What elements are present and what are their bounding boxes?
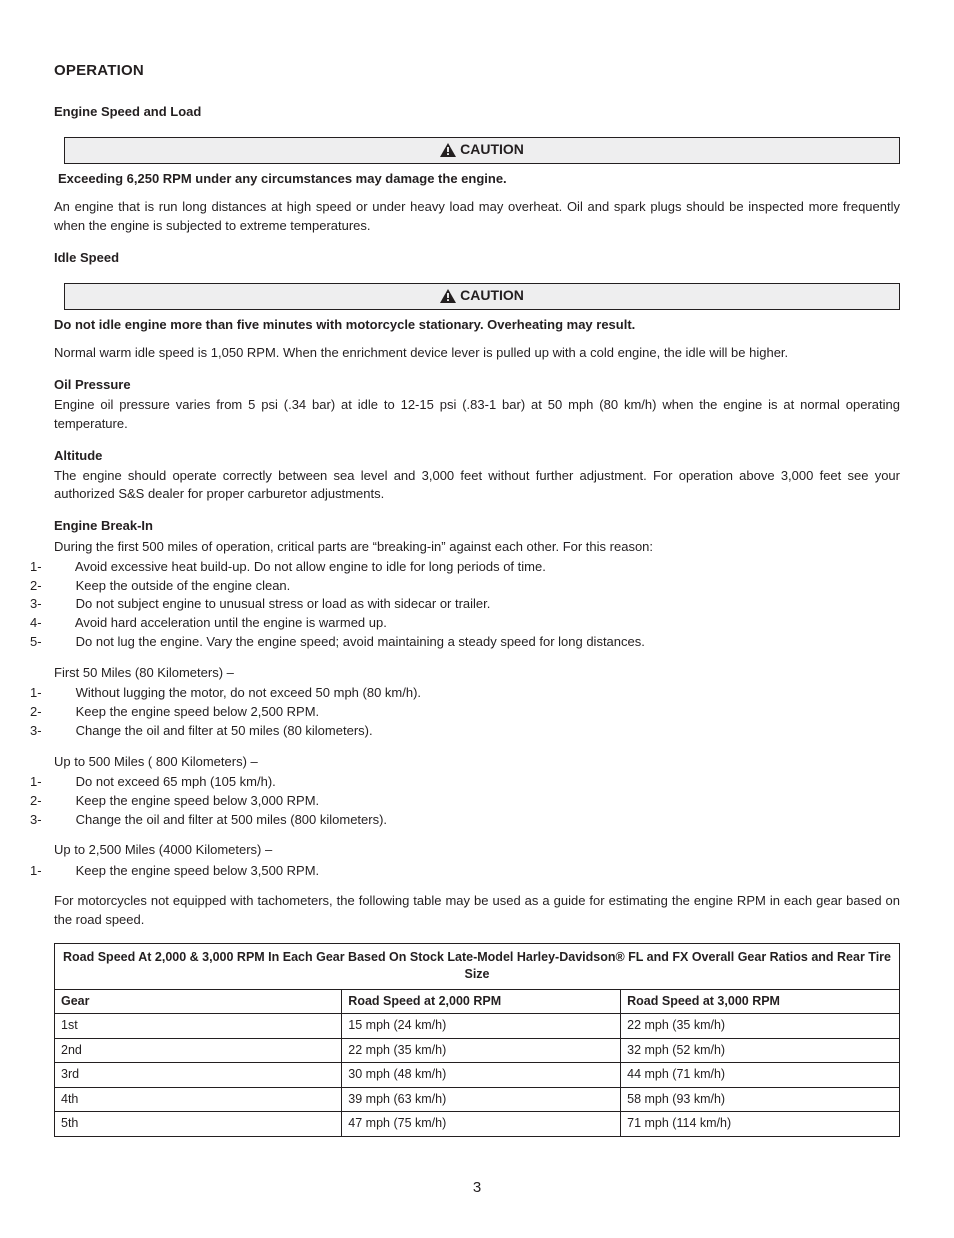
table-row: 2nd22 mph (35 km/h)32 mph (52 km/h) [55,1038,900,1063]
warning-icon [440,143,456,157]
caution-label: CAUTION [460,286,524,306]
caution-box-2: CAUTION [64,283,900,310]
list-item: 1- Do not exceed 65 mph (105 km/h). [54,773,900,792]
list-item: 3- Do not subject engine to unusual stre… [54,595,900,614]
caution-label: CAUTION [460,140,524,160]
heading-altitude: Altitude [54,447,900,465]
break-in-list-main: 1- Avoid excessive heat build-up. Do not… [54,558,900,652]
warn-idle: Do not idle engine more than five minute… [54,316,900,334]
table-cell: 30 mph (48 km/h) [342,1063,621,1088]
sub1-title: First 50 Miles (80 Kilometers) – [54,664,900,682]
break-in-outro: For motorcycles not equipped with tachom… [54,892,900,928]
list-item: 3- Change the oil and filter at 50 miles… [54,722,900,741]
table-cell: 22 mph (35 km/h) [621,1014,900,1039]
body-altitude: The engine should operate correctly betw… [54,467,900,503]
list-item: 4- Avoid hard acceleration until the eng… [54,614,900,633]
list-item: 1- Without lugging the motor, do not exc… [54,684,900,703]
warn-rpm-limit: Exceeding 6,250 RPM under any circumstan… [54,170,900,188]
break-in-list-2500mi: 1- Keep the engine speed below 3,500 RPM… [54,862,900,881]
break-in-intro: During the first 500 miles of operation,… [54,538,900,556]
list-item: 3- Change the oil and filter at 500 mile… [54,811,900,830]
table-row: 4th39 mph (63 km/h)58 mph (93 km/h) [55,1087,900,1112]
table-row: 1st15 mph (24 km/h)22 mph (35 km/h) [55,1014,900,1039]
heading-idle-speed: Idle Speed [54,249,900,267]
heading-engine-speed-load: Engine Speed and Load [54,103,900,121]
table-row: 3rd30 mph (48 km/h)44 mph (71 km/h) [55,1063,900,1088]
table-cell: 47 mph (75 km/h) [342,1112,621,1137]
table-cell: 58 mph (93 km/h) [621,1087,900,1112]
page-number: 3 [54,1177,900,1198]
table-cell: 22 mph (35 km/h) [342,1038,621,1063]
list-item: 2- Keep the engine speed below 2,500 RPM… [54,703,900,722]
table-col-2000rpm: Road Speed at 2,000 RPM [342,989,621,1014]
table-col-3000rpm: Road Speed at 3,000 RPM [621,989,900,1014]
table-cell: 39 mph (63 km/h) [342,1087,621,1112]
page-title: OPERATION [54,60,900,81]
list-item: 1- Avoid excessive heat build-up. Do not… [54,558,900,577]
body-idle-speed: Normal warm idle speed is 1,050 RPM. Whe… [54,344,900,362]
warning-icon [440,289,456,303]
table-caption: Road Speed At 2,000 & 3,000 RPM In Each … [55,943,900,989]
sub3-title: Up to 2,500 Miles (4000 Kilometers) – [54,841,900,859]
table-col-gear: Gear [55,989,342,1014]
heading-oil-pressure: Oil Pressure [54,376,900,394]
table-cell: 71 mph (114 km/h) [621,1112,900,1137]
list-item: 1- Keep the engine speed below 3,500 RPM… [54,862,900,881]
sub2-title: Up to 500 Miles ( 800 Kilometers) – [54,753,900,771]
table-cell: 32 mph (52 km/h) [621,1038,900,1063]
break-in-list-500mi: 1- Do not exceed 65 mph (105 km/h).2- Ke… [54,773,900,830]
table-cell: 1st [55,1014,342,1039]
table-cell: 44 mph (71 km/h) [621,1063,900,1088]
list-item: 5- Do not lug the engine. Vary the engin… [54,633,900,652]
speed-table: Road Speed At 2,000 & 3,000 RPM In Each … [54,943,900,1137]
body-engine-speed-load: An engine that is run long distances at … [54,198,900,234]
list-item: 2- Keep the outside of the engine clean. [54,577,900,596]
heading-break-in: Engine Break-In [54,517,900,535]
table-cell: 2nd [55,1038,342,1063]
body-oil-pressure: Engine oil pressure varies from 5 psi (.… [54,396,900,432]
table-cell: 3rd [55,1063,342,1088]
table-row: 5th47 mph (75 km/h)71 mph (114 km/h) [55,1112,900,1137]
caution-box-1: CAUTION [64,137,900,164]
table-cell: 5th [55,1112,342,1137]
list-item: 2- Keep the engine speed below 3,000 RPM… [54,792,900,811]
table-cell: 15 mph (24 km/h) [342,1014,621,1039]
table-cell: 4th [55,1087,342,1112]
break-in-list-50mi: 1- Without lugging the motor, do not exc… [54,684,900,741]
